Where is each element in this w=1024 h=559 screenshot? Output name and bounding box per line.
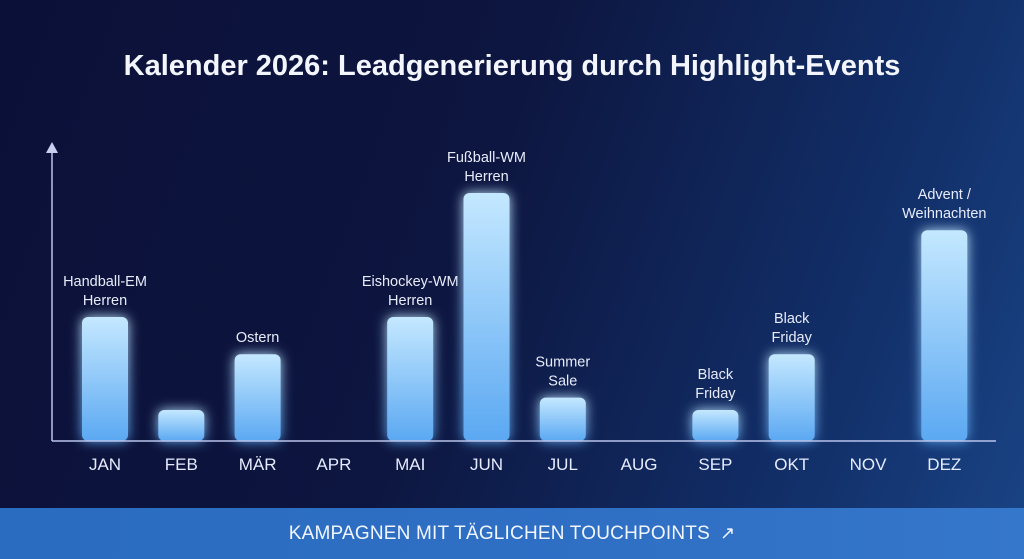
- data-label: Handball-EM: [63, 274, 147, 290]
- x-tick-label: AUG: [621, 455, 658, 474]
- data-label: Friday: [695, 386, 736, 402]
- data-label: Summer: [535, 355, 590, 371]
- bar-mär: [234, 354, 281, 441]
- x-tick-label: OKT: [774, 455, 809, 474]
- x-tick-label: MAI: [395, 455, 425, 474]
- data-label: Advent /: [918, 187, 972, 203]
- bar-okt: [768, 354, 815, 441]
- data-label: Weihnachten: [902, 206, 986, 222]
- data-label: Herren: [83, 293, 127, 309]
- data-label: Eishockey-WM: [362, 274, 459, 290]
- data-label: Sale: [548, 374, 577, 390]
- bar-jun: [463, 193, 510, 441]
- bar-feb: [158, 410, 205, 441]
- chart-title: Kalender 2026: Leadgenerierung durch Hig…: [123, 50, 901, 82]
- x-tick-label: APR: [316, 455, 351, 474]
- data-label: Black: [774, 311, 810, 327]
- x-tick-label: MÄR: [239, 455, 277, 474]
- arrow-up-right-icon: ↗: [719, 523, 736, 543]
- bar-dez: [921, 230, 968, 441]
- campaigns-button-label: KAMPAGNEN MIT TÄGLICHEN TOUCHPOINTS: [288, 522, 710, 544]
- campaigns-button[interactable]: KAMPAGNEN MIT TÄGLICHEN TOUCHPOINTS ↗: [0, 508, 1024, 559]
- bar-jul: [539, 397, 586, 441]
- y-axis-arrow-icon: [46, 142, 58, 153]
- data-label: Herren: [388, 293, 432, 309]
- x-tick-label: JUL: [548, 455, 578, 474]
- bar-mai: [387, 317, 434, 441]
- x-tick-label: NOV: [850, 455, 888, 474]
- x-tick-label: JUN: [470, 455, 503, 474]
- data-label: Black: [698, 367, 734, 383]
- x-tick-label: JAN: [89, 455, 121, 474]
- x-tick-label: DEZ: [927, 455, 961, 474]
- data-label: Friday: [772, 330, 813, 346]
- bar-jan: [82, 317, 128, 441]
- data-label: Ostern: [236, 330, 280, 346]
- x-tick-label: SEP: [698, 455, 732, 474]
- x-tick-label: FEB: [165, 455, 198, 474]
- data-label: Herren: [464, 169, 508, 185]
- bar-sep: [692, 410, 739, 441]
- bar-chart: JAN Handball-EM Herren FEB MÄR Ostern APR MAI Ei…: [46, 142, 996, 474]
- data-label: Fußball-WM: [447, 150, 526, 166]
